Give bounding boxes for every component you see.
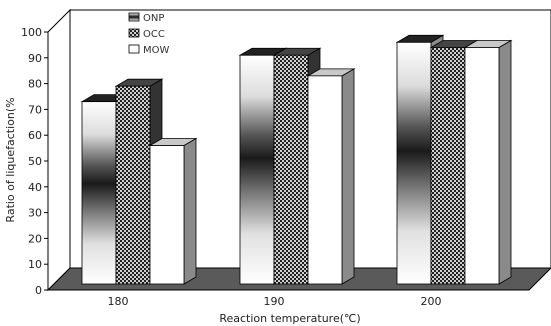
x-axis-title: Reaction temperature(℃) [219,312,360,325]
y-tick-label: 60 [28,129,42,142]
y-tick-label: 40 [28,181,42,194]
legend-swatch-mow [128,44,140,54]
legend-label-occ: OCC [143,29,165,40]
bar-onp-190 [239,54,275,285]
bar-series-group [80,34,513,285]
y-axis-title: Ratio of liquefaction(% [4,97,17,222]
legend: ONP OCC MOW [128,12,169,56]
y-tick-label: 30 [28,207,42,220]
y-tick-label: 20 [28,232,42,245]
bar-mow-180 [149,145,185,285]
y-tick-label: 100 [21,26,42,39]
y-tick-label: 10 [28,258,42,271]
bar-occ-200 [430,47,466,285]
y-axis: 0 10 20 30 40 50 60 70 80 90 100 [21,26,48,297]
legend-label-mow: MOW [143,45,169,56]
bar-onp-200 [396,41,432,285]
x-axis: 180 190 200 [108,295,442,308]
bar-mow-190-side [341,68,355,285]
bar-mow-200 [464,47,500,285]
x-tick-label: 190 [264,295,285,308]
x-tick-label: 180 [108,295,129,308]
y-tick-label: 80 [28,78,42,91]
x-tick-label: 200 [421,295,442,308]
bar-occ-180 [115,85,151,285]
y-tick-label: 90 [28,52,42,65]
legend-label-onp: ONP [143,13,164,24]
y-tick-label: 50 [28,155,42,168]
bar-onp-180 [81,101,117,285]
bar-mow-190 [307,75,343,285]
legend-swatch-onp [128,12,140,22]
bar-occ-190 [273,54,309,285]
y-tick-label: 0 [35,284,42,297]
plot-left-wall [47,8,71,292]
bar-mow-200-side [498,39,512,285]
bar-mow-180-side [183,137,197,285]
y-tick-label: 70 [28,103,42,116]
legend-swatch-occ [128,28,140,38]
